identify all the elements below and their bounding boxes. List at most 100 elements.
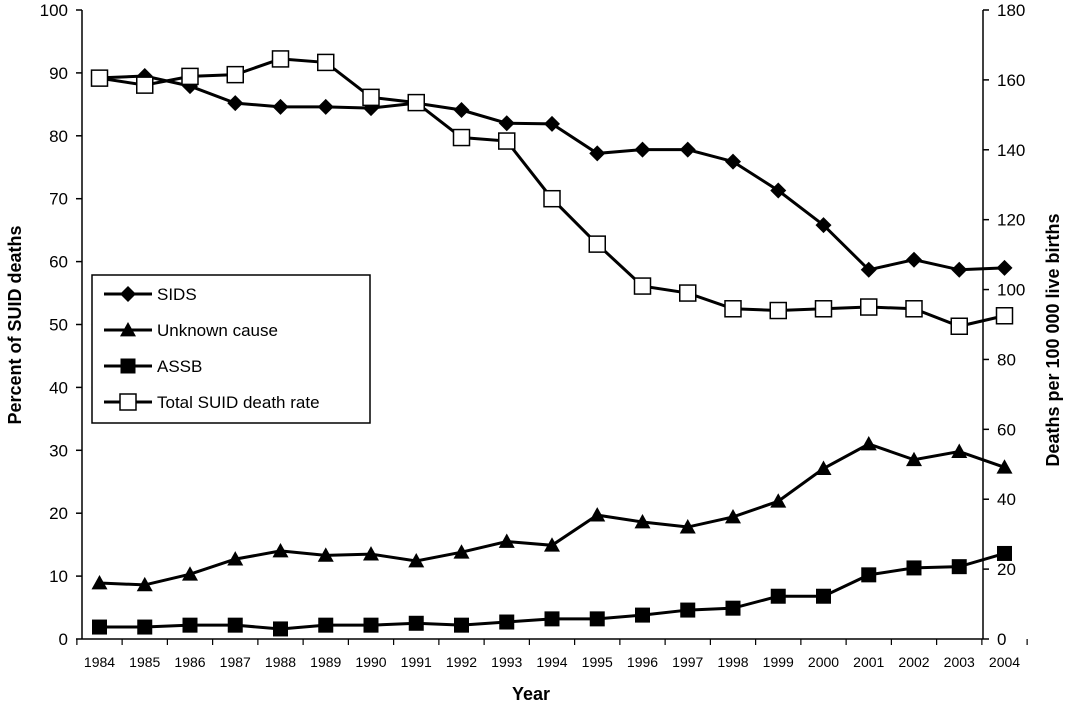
right-tick-label: 100 [997,281,1025,300]
legend-box [91,274,371,424]
data-point [725,600,741,616]
data-point [589,507,606,522]
data-point [906,251,922,268]
right-tick-label: 40 [997,490,1016,509]
data-point [543,189,561,208]
x-tick-label: 1996 [627,654,658,670]
data-point [951,559,967,575]
left-tick-label: 80 [49,127,68,146]
left-tick-label: 20 [49,504,68,523]
data-point [588,235,606,253]
data-point [317,547,334,562]
data-point [227,95,244,112]
data-point [725,508,741,524]
data-point [91,575,108,590]
y-axis-title-left: Percent of SUID deaths [5,225,25,424]
data-point [453,102,470,119]
data-point [770,182,787,199]
x-tick-label: 1999 [763,654,794,670]
data-point [452,128,471,147]
x-tick-label: 2000 [808,654,839,670]
data-point [906,451,922,467]
data-point [498,533,515,548]
data-point [92,619,107,635]
data-point [272,98,289,115]
data-point [680,602,696,618]
x-tick-label: 1995 [582,654,613,670]
left-tick-label: 100 [40,1,68,20]
left-tick-label: 50 [49,316,68,335]
x-tick-label: 1992 [446,654,477,670]
right-tick-label: 60 [997,420,1016,439]
right-tick-label: 120 [997,211,1025,230]
x-tick-label: 1990 [355,654,386,670]
right-tick-label: 80 [997,350,1016,369]
data-point [679,141,696,158]
data-point [498,115,515,132]
left-tick-label: 90 [49,64,68,83]
data-point [815,460,832,475]
data-point [635,607,650,623]
data-point [634,141,651,158]
data-point [815,217,832,234]
data-point [137,619,153,635]
x-axis-title: Year [512,684,550,703]
data-point [363,617,379,633]
left-tick-label: 60 [49,253,68,272]
series-total-suid-death-rate [90,50,1014,335]
y-axis-title-right: Deaths per 100 000 live births [1043,213,1063,466]
data-point [407,93,425,112]
data-point [227,617,243,633]
x-tick-label: 2001 [853,654,884,670]
data-point [860,298,878,316]
data-point [724,300,742,318]
data-point [454,617,469,633]
legend-marker [120,322,136,337]
data-point [317,98,334,115]
data-point [362,88,380,107]
data-point [544,115,560,132]
x-tick-label: 1997 [672,654,703,670]
data-point [273,621,288,637]
data-point [770,588,786,604]
legend-label: Total SUID death rate [157,393,320,412]
data-point [860,261,877,278]
data-point [906,560,922,576]
data-point [498,132,516,150]
legend-label: ASSB [157,357,202,376]
data-point [589,611,605,627]
data-point [951,443,968,458]
legend-marker [120,358,136,374]
series-unknown-cause [91,436,1013,592]
data-point [227,551,244,566]
data-point [272,542,289,558]
legend-item: ASSB [104,357,202,376]
x-tick-label: 1986 [174,654,205,670]
data-point [136,576,153,592]
data-point [816,588,831,604]
legend-label: SIDS [157,285,197,304]
data-point [544,611,560,627]
x-tick-label: 1994 [536,654,567,670]
series-sids [91,68,1013,278]
data-point [136,76,154,94]
data-point [634,514,651,529]
data-point [589,145,606,162]
data-point [860,436,877,451]
data-point [453,544,470,559]
left-tick-label: 70 [49,190,68,209]
left-tick-label: 0 [59,630,68,649]
data-point [997,545,1012,561]
legend-item: Total SUID death rate [104,393,320,412]
legend-label: Unknown cause [157,321,278,340]
data-point [408,553,425,568]
data-point [995,307,1014,325]
data-point [226,65,244,84]
left-tick-label: 30 [49,441,68,460]
right-tick-label: 0 [997,630,1006,649]
x-tick-label: 1998 [717,654,748,670]
right-tick-label: 180 [997,1,1025,20]
x-tick-label: 1987 [220,654,251,670]
data-point [769,301,787,320]
